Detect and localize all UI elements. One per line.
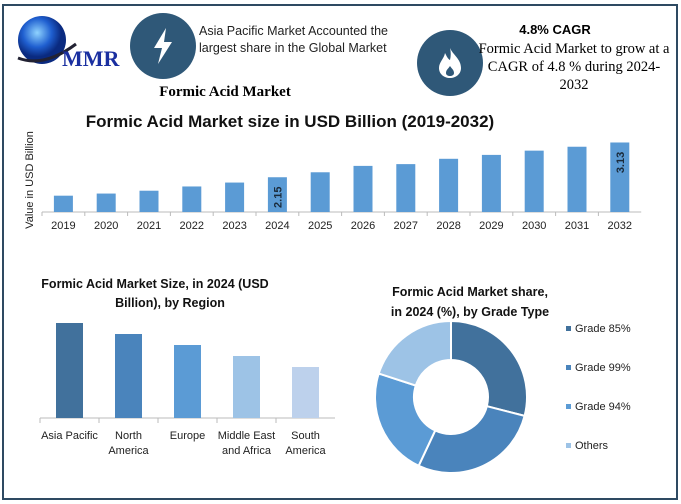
bar-2024 bbox=[267, 177, 287, 212]
bar-2031 bbox=[567, 146, 587, 212]
slice-grade-99- bbox=[417, 404, 526, 474]
slice-grade-94- bbox=[374, 372, 437, 468]
grade-donut-chart: Formic Acid Market share, in 2024 (%), by… bbox=[374, 285, 631, 474]
x-tick-label: 2023 bbox=[222, 220, 246, 232]
legend-label: Grade 99% bbox=[575, 362, 631, 374]
bar-region bbox=[174, 345, 201, 418]
x-tick-label: 2025 bbox=[308, 220, 332, 232]
x-tick-label: 2029 bbox=[479, 220, 503, 232]
bar-2028 bbox=[439, 158, 459, 212]
bar-region bbox=[115, 334, 142, 418]
bar-2020 bbox=[96, 193, 116, 212]
bar-2023 bbox=[225, 182, 245, 212]
cagr-title: 4.8% CAGR bbox=[519, 22, 591, 37]
globe-logo-icon: MMR bbox=[17, 16, 121, 71]
x-tick-label: South bbox=[291, 430, 320, 442]
bar-2026 bbox=[353, 165, 373, 212]
infographic-frame bbox=[2, 4, 678, 500]
lightning-icon bbox=[130, 13, 196, 79]
x-tick-label: Middle East bbox=[218, 430, 275, 442]
x-tick-label: 2031 bbox=[565, 220, 589, 232]
x-tick-label: and Africa bbox=[222, 445, 272, 457]
bar-region bbox=[292, 367, 319, 418]
data-label: 3.13 bbox=[615, 152, 627, 173]
x-tick-label: 2024 bbox=[265, 220, 289, 232]
x-tick-label: 2032 bbox=[608, 220, 632, 232]
data-label: 2.15 bbox=[272, 187, 284, 208]
x-tick-label: 2030 bbox=[522, 220, 546, 232]
x-tick-label: Europe bbox=[170, 430, 205, 442]
bar-2025 bbox=[310, 172, 330, 212]
chart-title-line: Billion), by Region bbox=[115, 296, 225, 310]
x-tick-label: 2028 bbox=[436, 220, 460, 232]
legend-swatch bbox=[566, 365, 571, 370]
chart-title-line: Formic Acid Market share, bbox=[392, 285, 548, 299]
bar-region bbox=[233, 356, 260, 418]
slice-grade-85- bbox=[450, 319, 528, 418]
legend-swatch bbox=[566, 326, 571, 331]
x-tick-label: 2026 bbox=[351, 220, 375, 232]
x-tick-label: 2020 bbox=[94, 220, 118, 232]
bar-2021 bbox=[139, 190, 159, 212]
y-axis-label: Value in USD Billion bbox=[24, 131, 36, 229]
x-tick-label: 2021 bbox=[137, 220, 161, 232]
bar-2030 bbox=[524, 150, 544, 212]
x-tick-label: 2019 bbox=[51, 220, 75, 232]
bar-2022 bbox=[182, 186, 202, 212]
x-tick-label: 2022 bbox=[180, 220, 204, 232]
legend-label: Grade 85% bbox=[575, 323, 631, 335]
x-tick-label: Asia Pacific bbox=[41, 430, 98, 442]
bar-2032 bbox=[610, 142, 630, 212]
legend-swatch bbox=[566, 443, 571, 448]
cagr-text: Formic Acid Market to grow at a CAGR of … bbox=[478, 41, 670, 93]
market-size-chart: Formic Acid Market size in USD Billion (… bbox=[24, 112, 642, 232]
subtitle: Formic Acid Market bbox=[159, 84, 291, 100]
bar-2029 bbox=[481, 154, 501, 212]
slice-others bbox=[377, 319, 452, 387]
region-chart: Formic Acid Market Size, in 2024 (USD Bil… bbox=[39, 277, 335, 457]
chart-title-line: Formic Acid Market Size, in 2024 (USD bbox=[41, 277, 268, 291]
chart-title-line: in 2024 (%), by Grade Type bbox=[391, 305, 549, 319]
x-tick-label: North bbox=[115, 430, 142, 442]
legend-label: Others bbox=[575, 440, 609, 452]
legend-swatch bbox=[566, 404, 571, 409]
mmr-logo: MMR bbox=[14, 14, 124, 74]
flame-icon bbox=[417, 30, 483, 96]
x-tick-label: 2027 bbox=[394, 220, 418, 232]
bar-2027 bbox=[396, 164, 416, 212]
x-tick-label: America bbox=[108, 445, 149, 457]
highlight-text: Asia Pacific Market Accounted the larges… bbox=[199, 24, 388, 55]
x-tick-label: America bbox=[285, 445, 326, 457]
bar-region bbox=[56, 323, 83, 418]
legend-label: Grade 94% bbox=[575, 401, 631, 413]
bar-2019 bbox=[53, 195, 73, 212]
chart-title: Formic Acid Market size in USD Billion (… bbox=[86, 112, 494, 131]
svg-text:MMR: MMR bbox=[62, 46, 121, 71]
